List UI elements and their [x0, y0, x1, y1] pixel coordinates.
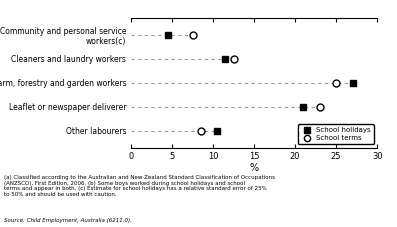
Legend: School holidays, School terms: School holidays, School terms	[297, 124, 374, 144]
Text: Source: Child Employment, Australia (6211.0).: Source: Child Employment, Australia (621…	[4, 218, 132, 223]
X-axis label: %: %	[250, 163, 258, 173]
Text: (a) Classified according to the Australian and New Zealand Standard Classificati: (a) Classified according to the Australi…	[4, 175, 275, 197]
